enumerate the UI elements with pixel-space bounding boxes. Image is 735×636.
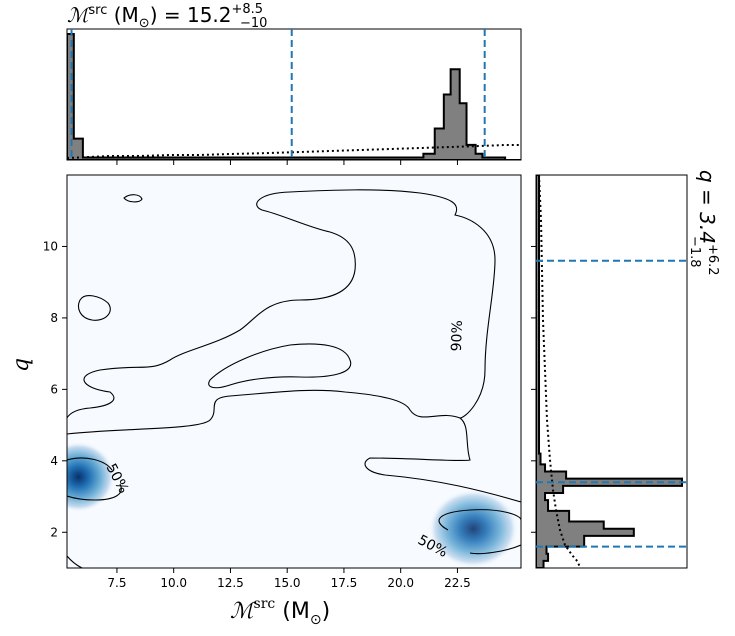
svg-text:q = 3.4+6.2: q = 3.4+6.2 xyxy=(695,170,720,276)
y-tick-label: 4 xyxy=(50,454,58,468)
contour-90-large xyxy=(67,189,496,434)
density-blob-2 xyxy=(428,489,519,568)
y-axis-label: q xyxy=(9,358,34,372)
y-tick-label: 2 xyxy=(50,525,58,539)
density-panel-frame xyxy=(66,174,522,569)
y-tick-label: 10 xyxy=(43,239,58,253)
x-tick-label: 15.0 xyxy=(274,576,301,590)
right-hist-prior-dotted xyxy=(538,175,581,568)
right-hist-bars xyxy=(536,175,683,568)
top-hist-annotation: ℳsrc (M⊙) = 15.2+8.5 xyxy=(67,2,263,31)
contour-90-mid-loop xyxy=(208,343,352,389)
contour-90 xyxy=(67,389,521,503)
contour-small-loop xyxy=(77,295,111,321)
x-tick-label: 12.5 xyxy=(217,576,244,590)
x-tick-label: 22.5 xyxy=(444,576,471,590)
contour-50-left xyxy=(67,457,122,501)
x-axis-label: ℳsrc (M⊙) xyxy=(230,596,330,628)
top-hist-annotation-minus: −10 xyxy=(240,16,267,31)
density-blob-1 xyxy=(67,441,116,513)
right-hist-annotation: q = 3.4+6.2 −1.8 xyxy=(687,170,720,276)
x-tick-label: 20.0 xyxy=(387,576,414,590)
x-tick-label: 7.5 xyxy=(107,576,126,590)
svg-text:−1.8: −1.8 xyxy=(687,236,702,268)
contour-tiny-loop xyxy=(123,194,143,203)
x-tick-label: 17.5 xyxy=(331,576,358,590)
contour-50-right xyxy=(438,509,521,555)
x-tick-label: 10.0 xyxy=(160,576,187,590)
contour-90-bottom-left xyxy=(67,555,83,568)
y-tick-label: 8 xyxy=(50,311,58,325)
top-hist-bars xyxy=(67,33,521,160)
y-tick-label: 6 xyxy=(50,382,58,396)
contour-label-3: 90% xyxy=(449,320,466,352)
right-hist-frame xyxy=(535,174,688,569)
